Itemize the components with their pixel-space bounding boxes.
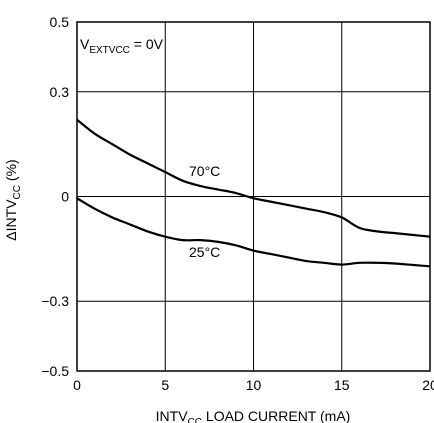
y-tick-label: 0.5: [50, 14, 70, 30]
grid: [77, 22, 430, 371]
y-tick-label: −0.3: [41, 293, 69, 309]
series-line-0: [76, 118, 431, 238]
x-tick-label: 20: [422, 377, 434, 393]
x-tick-label: 0: [73, 377, 81, 393]
x-tick-label: 10: [246, 377, 262, 393]
tick-labels: 0 5 10 15 20 −0.5 −0.3 0 0.3 0.5: [41, 14, 434, 393]
y-tick-label: 0.3: [50, 84, 70, 100]
condition-annotation: VEXTVCC = 0V: [80, 36, 164, 56]
y-tick-label: 0: [61, 189, 69, 205]
x-tick-label: 5: [161, 377, 169, 393]
series-layer: [76, 118, 431, 268]
x-axis-label: INTVCC LOAD CURRENT (mA): [156, 408, 351, 423]
y-axis-label: ΔINTVCC (%): [3, 159, 23, 240]
x-tick-label: 15: [334, 377, 350, 393]
series-label-70c: 70°C: [189, 163, 220, 179]
series-line-1: [76, 197, 431, 268]
plot-frame: [76, 21, 431, 372]
series-label-25c: 25°C: [189, 244, 220, 260]
y-tick-label: −0.5: [41, 363, 69, 379]
